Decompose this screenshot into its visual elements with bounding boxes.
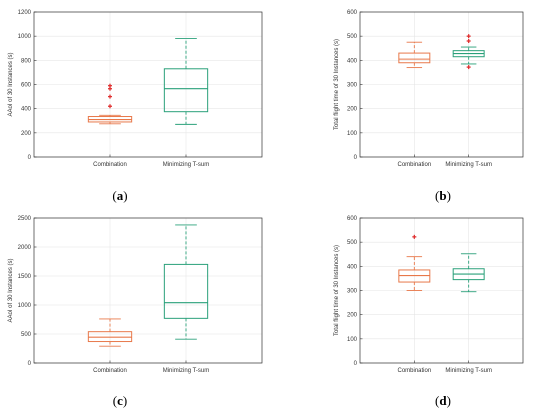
y-tick-label: 100 <box>347 131 358 137</box>
x-tick-label: Combination <box>93 162 127 168</box>
y-tick-label: 300 <box>347 83 358 89</box>
box-minimizing-t-sum <box>163 38 209 125</box>
x-tick-label: Combination <box>397 368 431 374</box>
y-tick-label: 0 <box>354 361 358 367</box>
y-tick-label: 200 <box>21 131 32 137</box>
y-tick-label: 300 <box>347 289 358 295</box>
y-axis-label: Total flight time of 30 Instances (s) <box>334 39 340 130</box>
y-tick-label: 0 <box>28 361 32 367</box>
box-combination <box>87 318 133 347</box>
box-minimizing-t-sum <box>163 224 209 340</box>
y-tick-label: 400 <box>347 58 358 64</box>
plot-frame <box>33 217 263 364</box>
box-combination <box>87 83 133 125</box>
box-minimizing-t-sum <box>452 253 485 293</box>
y-tick-label: 500 <box>347 34 358 40</box>
y-tick-label: 600 <box>347 10 358 16</box>
box-iqr <box>163 263 209 319</box>
box-iqr <box>163 68 209 113</box>
y-tick-label: 500 <box>21 332 32 338</box>
chart-panel-b: 0 100 200 300 400 500 600 Combination Minimizing… <box>334 10 524 168</box>
outlier-point <box>108 94 112 99</box>
caption-c: (c) <box>113 393 127 408</box>
x-tick-label: Minimizing T-sum <box>445 368 492 374</box>
y-axis-label: AAoI of 30 Instances (s) <box>8 52 14 116</box>
box-combination <box>398 234 431 291</box>
x-tick-label: Combination <box>397 162 431 168</box>
y-tick-label: 2500 <box>18 216 32 222</box>
y-tick-label: 1500 <box>18 274 32 280</box>
y-tick-label: 200 <box>347 313 358 319</box>
y-tick-label: 200 <box>347 107 358 113</box>
y-tick-label: 800 <box>21 58 32 64</box>
caption-letter: c <box>117 393 123 408</box>
outlier-point <box>466 34 471 39</box>
caption-letter: a <box>117 188 124 203</box>
x-tick-label: Minimizing T-sum <box>163 368 210 374</box>
y-axis-label: Total flight time of 30 Instances (s) <box>334 245 340 336</box>
outlier-point <box>412 234 417 239</box>
outlier-point <box>108 83 112 88</box>
y-tick-label: 1000 <box>18 303 32 309</box>
y-tick-label: 600 <box>347 216 358 222</box>
chart-panel-c: 0 500 1000 1500 2000 2500 Combination Minimizin… <box>8 216 263 374</box>
chart-panel-d: 0 100 200 300 400 500 600 Combination Minimizing… <box>334 216 524 374</box>
y-tick-label: 600 <box>21 83 32 89</box>
y-tick-label: 500 <box>347 240 358 246</box>
outlier-point <box>108 104 112 109</box>
y-tick-label: 0 <box>354 155 358 161</box>
x-tick-label: Minimizing T-sum <box>163 162 210 168</box>
caption-letter: b <box>439 188 446 203</box>
box-combination <box>398 41 431 69</box>
y-tick-label: 400 <box>347 264 358 270</box>
box-iqr <box>398 52 431 64</box>
y-tick-label: 100 <box>347 337 358 343</box>
caption-letter: d <box>439 393 447 408</box>
box-minimizing-t-sum <box>452 34 485 70</box>
caption-a: (a) <box>112 188 127 203</box>
caption-d: (d) <box>435 393 451 408</box>
outlier-point <box>466 39 471 43</box>
chart-panel-a: 0 200 400 600 800 1000 1200 Combination Minimizi… <box>8 10 263 168</box>
y-tick-label: 1000 <box>18 34 32 40</box>
caption-b: (b) <box>435 188 451 203</box>
y-tick-label: 0 <box>28 155 32 161</box>
y-tick-label: 2000 <box>18 245 32 251</box>
outlier-point <box>466 65 471 70</box>
box-iqr <box>87 331 133 343</box>
y-axis-label: AAoI of 30 Instances (s) <box>8 258 14 322</box>
y-tick-label: 1200 <box>18 10 32 16</box>
x-tick-label: Combination <box>93 368 127 374</box>
x-tick-label: Minimizing T-sum <box>445 162 492 168</box>
y-tick-label: 400 <box>21 107 32 113</box>
